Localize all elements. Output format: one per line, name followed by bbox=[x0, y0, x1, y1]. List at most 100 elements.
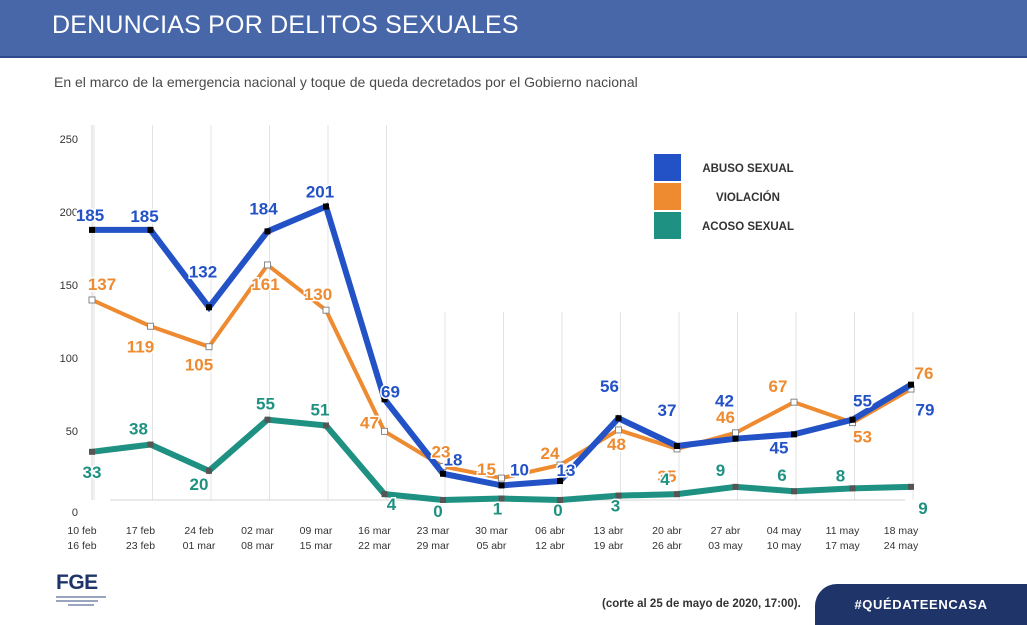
data-label: 35 bbox=[658, 467, 677, 486]
data-label: 51 bbox=[311, 401, 330, 420]
data-point bbox=[674, 491, 680, 498]
data-point bbox=[615, 415, 622, 422]
data-label: 24 bbox=[541, 444, 560, 463]
x-tick-label: 06 abr bbox=[535, 525, 565, 537]
data-label: 10 bbox=[510, 460, 529, 479]
x-tick-label: 11 may bbox=[826, 525, 860, 537]
data-point bbox=[206, 467, 212, 474]
x-tick-label: 27 abr bbox=[711, 525, 741, 537]
data-point bbox=[615, 492, 622, 499]
data-point bbox=[498, 474, 505, 482]
data-label: 79 bbox=[916, 401, 935, 420]
legend-label-1: VIOLACIÓN bbox=[716, 191, 780, 204]
data-label: 9 bbox=[918, 499, 927, 518]
x-tick-label: 17 may bbox=[825, 540, 860, 552]
data-point bbox=[147, 322, 154, 330]
x-tick-label: 02 mar bbox=[241, 525, 274, 537]
x-tick-label: 16 mar bbox=[358, 525, 391, 537]
y-tick-label: 0 bbox=[72, 507, 78, 519]
data-label: 184 bbox=[249, 199, 278, 218]
x-tick-label: 04 may bbox=[767, 525, 802, 537]
data-label: 76 bbox=[915, 364, 934, 383]
data-label: 48 bbox=[607, 435, 626, 454]
data-label: 161 bbox=[251, 275, 279, 294]
data-point bbox=[206, 304, 212, 311]
data-point bbox=[322, 306, 330, 314]
data-label: 1 bbox=[493, 500, 502, 519]
data-label: 119 bbox=[127, 337, 154, 356]
data-point bbox=[147, 226, 154, 233]
x-tick-label: 20 abr bbox=[652, 525, 682, 537]
data-point bbox=[89, 448, 95, 455]
data-point bbox=[381, 427, 388, 435]
x-tick-label: 17 feb bbox=[126, 525, 155, 537]
x-tick-label: 26 abr bbox=[652, 540, 682, 552]
data-label: 8 bbox=[836, 466, 845, 485]
data-label: 23 bbox=[432, 442, 451, 461]
data-point bbox=[89, 226, 95, 233]
data-label: 55 bbox=[256, 395, 275, 414]
data-label: 47 bbox=[360, 413, 379, 432]
y-tick-label: 50 bbox=[66, 426, 78, 438]
data-point bbox=[264, 228, 271, 235]
data-point bbox=[908, 381, 914, 388]
data-label: 13 bbox=[557, 461, 576, 480]
data-label: 0 bbox=[553, 501, 562, 520]
data-point bbox=[440, 470, 446, 477]
data-label: 201 bbox=[306, 183, 334, 202]
data-label: 37 bbox=[658, 401, 677, 420]
data-label: 4 bbox=[660, 470, 670, 489]
data-point bbox=[732, 429, 739, 437]
data-label: 55 bbox=[853, 392, 872, 411]
hashtag-badge: #QUÉDATEENCASA bbox=[815, 584, 1027, 625]
data-label: 67 bbox=[769, 377, 788, 396]
x-tick-label: 30 mar bbox=[475, 525, 508, 537]
data-point bbox=[674, 442, 680, 449]
data-label: 130 bbox=[304, 285, 332, 304]
fge-logo-lines bbox=[56, 596, 114, 606]
data-point bbox=[849, 485, 856, 492]
chart-subtitle: En el marco de la emergencia nacional y … bbox=[54, 74, 638, 90]
data-label: 46 bbox=[716, 408, 735, 427]
data-label: 9 bbox=[716, 461, 725, 480]
data-point bbox=[732, 483, 739, 490]
data-point bbox=[557, 497, 563, 503]
fge-logo: FGE bbox=[56, 572, 114, 612]
data-point bbox=[88, 296, 96, 304]
y-tick-label: 150 bbox=[60, 280, 78, 292]
data-label: 132 bbox=[189, 262, 217, 281]
data-point bbox=[791, 431, 797, 438]
legend-swatch-1 bbox=[654, 183, 681, 210]
x-tick-label: 18 may bbox=[884, 525, 919, 537]
x-tick-label: 16 feb bbox=[67, 540, 96, 552]
data-label: 15 bbox=[477, 460, 496, 479]
header-bar: DENUNCIAS POR DELITOS SEXUALES bbox=[0, 0, 1027, 58]
x-tick-label: 23 feb bbox=[126, 540, 155, 552]
y-tick-label: 250 bbox=[60, 134, 78, 146]
x-tick-label: 19 abr bbox=[594, 540, 624, 552]
legend-label-2: ACOSO SEXUAL bbox=[702, 221, 794, 233]
y-tick-label: 100 bbox=[60, 353, 78, 365]
footnote-cutoff: (corte al 25 de mayo de 2020, 17:00). bbox=[602, 598, 801, 610]
data-point bbox=[381, 491, 388, 498]
data-label: 0 bbox=[433, 502, 442, 521]
data-point bbox=[323, 203, 329, 210]
x-tick-label: 29 mar bbox=[417, 540, 450, 552]
data-point bbox=[498, 495, 505, 502]
data-label: 20 bbox=[190, 475, 209, 494]
data-label: 18 bbox=[444, 451, 463, 470]
data-label: 53 bbox=[853, 428, 872, 447]
legend-swatch-2 bbox=[654, 212, 681, 239]
data-point bbox=[908, 483, 914, 490]
data-label: 45 bbox=[770, 438, 789, 457]
data-label: 105 bbox=[185, 356, 213, 375]
x-tick-label: 22 mar bbox=[358, 540, 391, 552]
x-tick-label: 10 may bbox=[767, 540, 802, 552]
data-label: 137 bbox=[88, 275, 116, 294]
legend-label-0: ABUSO SEXUAL bbox=[702, 163, 793, 175]
data-label: 42 bbox=[715, 392, 734, 411]
legend-swatch-0 bbox=[654, 154, 681, 181]
data-point bbox=[440, 497, 446, 503]
data-point bbox=[791, 488, 797, 495]
data-point bbox=[381, 396, 388, 403]
